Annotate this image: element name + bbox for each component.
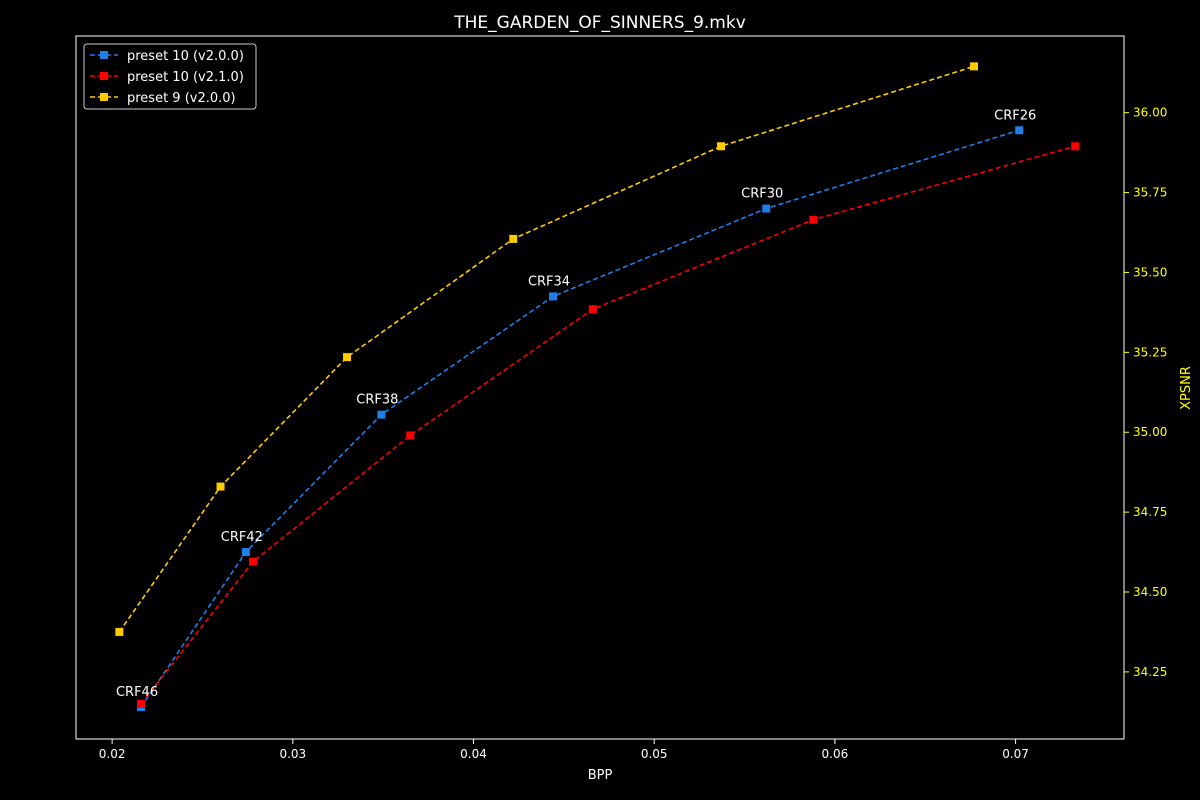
data-point [343, 353, 352, 362]
annotation-group: CRF46 CRF42 CRF38 CRF34 CRF30 CRF26 [116, 108, 1036, 700]
x-tick-label: 0.06 [822, 747, 849, 761]
plot-frame [75, 35, 1125, 740]
y-tick-label: 35.75 [1133, 186, 1167, 200]
crf-annotation: CRF30 [741, 187, 783, 202]
data-point [549, 292, 558, 301]
series-2 [137, 142, 1080, 708]
legend-entry: preset 10 (v2.0.0) [90, 49, 244, 64]
chart-title: THE_GARDEN_OF_SINNERS_9.mkv [453, 13, 746, 33]
data-point [1071, 142, 1080, 151]
y-axis-label: XPSNR [1179, 366, 1194, 410]
crf-annotation: CRF34 [528, 274, 570, 289]
x-axis: 0.02 0.03 0.04 0.05 0.06 0.07 [99, 739, 1029, 761]
data-point [970, 62, 979, 71]
crf-annotation: CRF38 [356, 393, 398, 408]
x-tick-label: 0.02 [99, 747, 126, 761]
data-point [115, 627, 124, 636]
data-point [509, 234, 518, 243]
data-point [249, 557, 258, 566]
legend-label: preset 9 (v2.0.0) [127, 91, 236, 106]
y-tick-label: 34.25 [1133, 665, 1167, 679]
y-tick-label: 35.00 [1133, 425, 1167, 439]
y-tick-label: 36.00 [1133, 106, 1167, 120]
legend-marker [100, 72, 108, 80]
data-point [241, 548, 250, 557]
data-point [1015, 126, 1024, 135]
legend-entry: preset 9 (v2.0.0) [90, 91, 236, 106]
data-point [406, 431, 415, 440]
crf-annotation: CRF42 [221, 530, 263, 545]
legend-label: preset 10 (v2.0.0) [127, 49, 244, 64]
series-group [115, 62, 1080, 712]
data-point [762, 204, 771, 213]
data-point [717, 142, 726, 151]
data-point [216, 482, 225, 491]
y-tick-label: 34.50 [1133, 585, 1167, 599]
x-tick-label: 0.03 [279, 747, 306, 761]
data-point [588, 305, 597, 314]
y-axis: 34.25 34.50 34.75 35.00 35.25 35.50 35.75 36.00 [1124, 106, 1167, 679]
plot-area [75, 35, 1125, 740]
crf-annotation: CRF26 [994, 108, 1036, 123]
y-tick-label: 35.25 [1133, 345, 1167, 359]
series-line [118, 65, 975, 633]
legend-marker [100, 93, 108, 101]
data-point [137, 699, 146, 708]
series-line [140, 129, 1020, 708]
legend-box [83, 43, 257, 110]
x-tick-label: 0.07 [1002, 747, 1029, 761]
y-tick-label: 34.75 [1133, 505, 1167, 519]
y-tick-label: 35.50 [1133, 265, 1167, 279]
x-tick-label: 0.05 [641, 747, 668, 761]
legend-label: preset 10 (v2.1.0) [127, 70, 244, 85]
crf-annotation: CRF46 [116, 685, 158, 700]
x-axis-label: BPP [588, 768, 613, 783]
x-tick-label: 0.04 [460, 747, 487, 761]
data-point [377, 410, 386, 419]
series-3 [115, 62, 979, 636]
legend-marker [100, 51, 108, 59]
legend: preset 10 (v2.0.0) preset 10 (v2.1.0) pres… [83, 43, 257, 110]
legend-entry: preset 10 (v2.1.0) [90, 70, 244, 85]
data-point [809, 215, 818, 224]
